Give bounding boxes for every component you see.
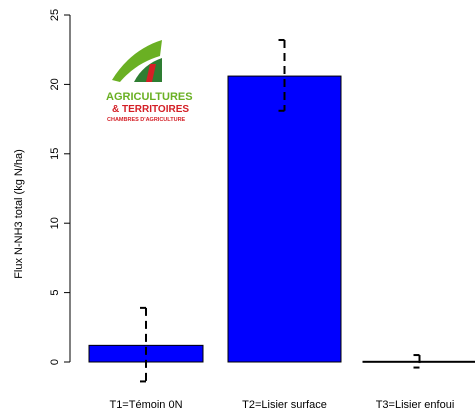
y-tick-label-4: 20 <box>49 78 61 90</box>
y-tick-label-1: 5 <box>49 290 61 296</box>
error-bars <box>140 38 421 383</box>
logo: AGRICULTURES & TERRITOIRES CHAMBRES D'AG… <box>106 40 193 123</box>
logo-line1: AGRICULTURES <box>106 91 193 103</box>
bar-2 <box>227 75 342 363</box>
y-tick-label-2: 10 <box>49 217 61 229</box>
y-tick-label-3: 15 <box>49 148 61 160</box>
x-label-1: T1=Témoin 0N <box>109 399 182 411</box>
y-axis: 0 5 10 15 20 25 <box>49 9 71 365</box>
x-label-3: T3=Lisier enfoui <box>376 399 455 411</box>
logo-line3: CHAMBRES D'AGRICULTURE <box>107 117 186 123</box>
x-axis-labels: T1=Témoin 0N T2=Lisier surface T3=Lisier e… <box>109 399 454 411</box>
logo-line2: & TERRITOIRES <box>112 104 189 115</box>
x-label-2: T2=Lisier surface <box>242 399 327 411</box>
y-axis-title: Flux N-NH3 total (kg N/ha) <box>13 149 25 279</box>
y-tick-label-0: 0 <box>49 359 61 365</box>
bars <box>88 75 475 363</box>
y-tick-label-5: 25 <box>49 9 61 21</box>
logo-mark <box>112 40 162 82</box>
